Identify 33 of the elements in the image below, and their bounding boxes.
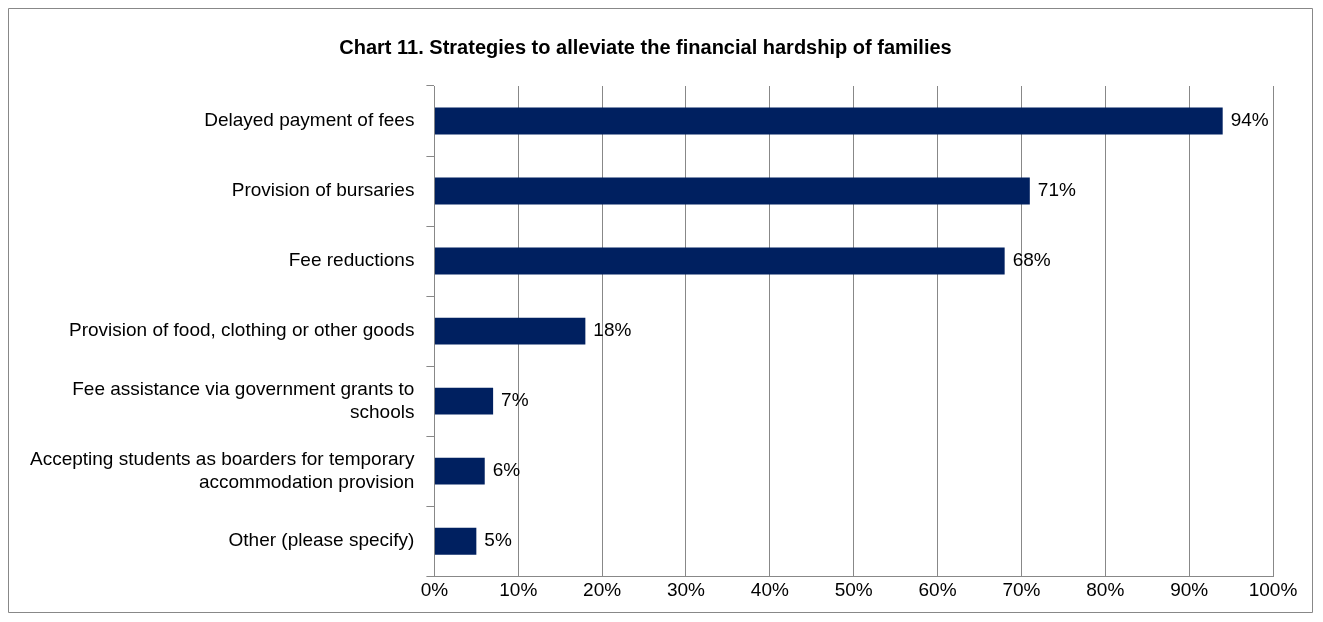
data-label: 7% xyxy=(501,389,529,411)
bar xyxy=(434,317,586,345)
x-tick-label: 60% xyxy=(918,578,957,600)
data-label: 5% xyxy=(484,529,512,551)
x-tick-label: 100% xyxy=(1248,578,1298,600)
bar xyxy=(434,247,1005,275)
chart-title: Chart 11. Strategies to alleviate the financial hardship of families xyxy=(339,35,952,58)
data-label: 94% xyxy=(1230,109,1269,131)
y-tick-label: Other (please specify) xyxy=(228,529,415,551)
y-tick-label: Provision of bursaries xyxy=(231,179,415,201)
bar xyxy=(434,527,477,555)
y-tick-label: Delayed payment of fees xyxy=(204,109,415,131)
x-tick-label: 50% xyxy=(834,578,873,600)
y-tick-label: Fee reductions xyxy=(288,249,415,271)
y-tick-label: Fee assistance via government grants to schools xyxy=(72,377,415,422)
y-tick-label: Accepting students as boarders for temporary accommodation provision xyxy=(29,447,415,492)
data-label: 6% xyxy=(492,459,521,481)
x-tick-label: 40% xyxy=(750,578,789,600)
bar xyxy=(434,177,1030,205)
x-tick-label: 10% xyxy=(499,578,538,600)
x-tick-label: 90% xyxy=(1170,578,1209,600)
bar xyxy=(434,107,1223,135)
bar xyxy=(434,457,485,485)
x-tick-label: 20% xyxy=(583,578,622,600)
data-label: 71% xyxy=(1037,179,1076,201)
data-label: 18% xyxy=(593,319,632,341)
x-tick-label: 0% xyxy=(420,578,449,600)
x-tick-label: 80% xyxy=(1086,578,1125,600)
bar xyxy=(434,387,494,415)
x-tick-label: 30% xyxy=(666,578,706,600)
data-label: 68% xyxy=(1012,249,1051,271)
y-tick-label: Provision of food, clothing or other goods xyxy=(69,319,415,341)
x-tick-label: 70% xyxy=(1002,578,1041,600)
